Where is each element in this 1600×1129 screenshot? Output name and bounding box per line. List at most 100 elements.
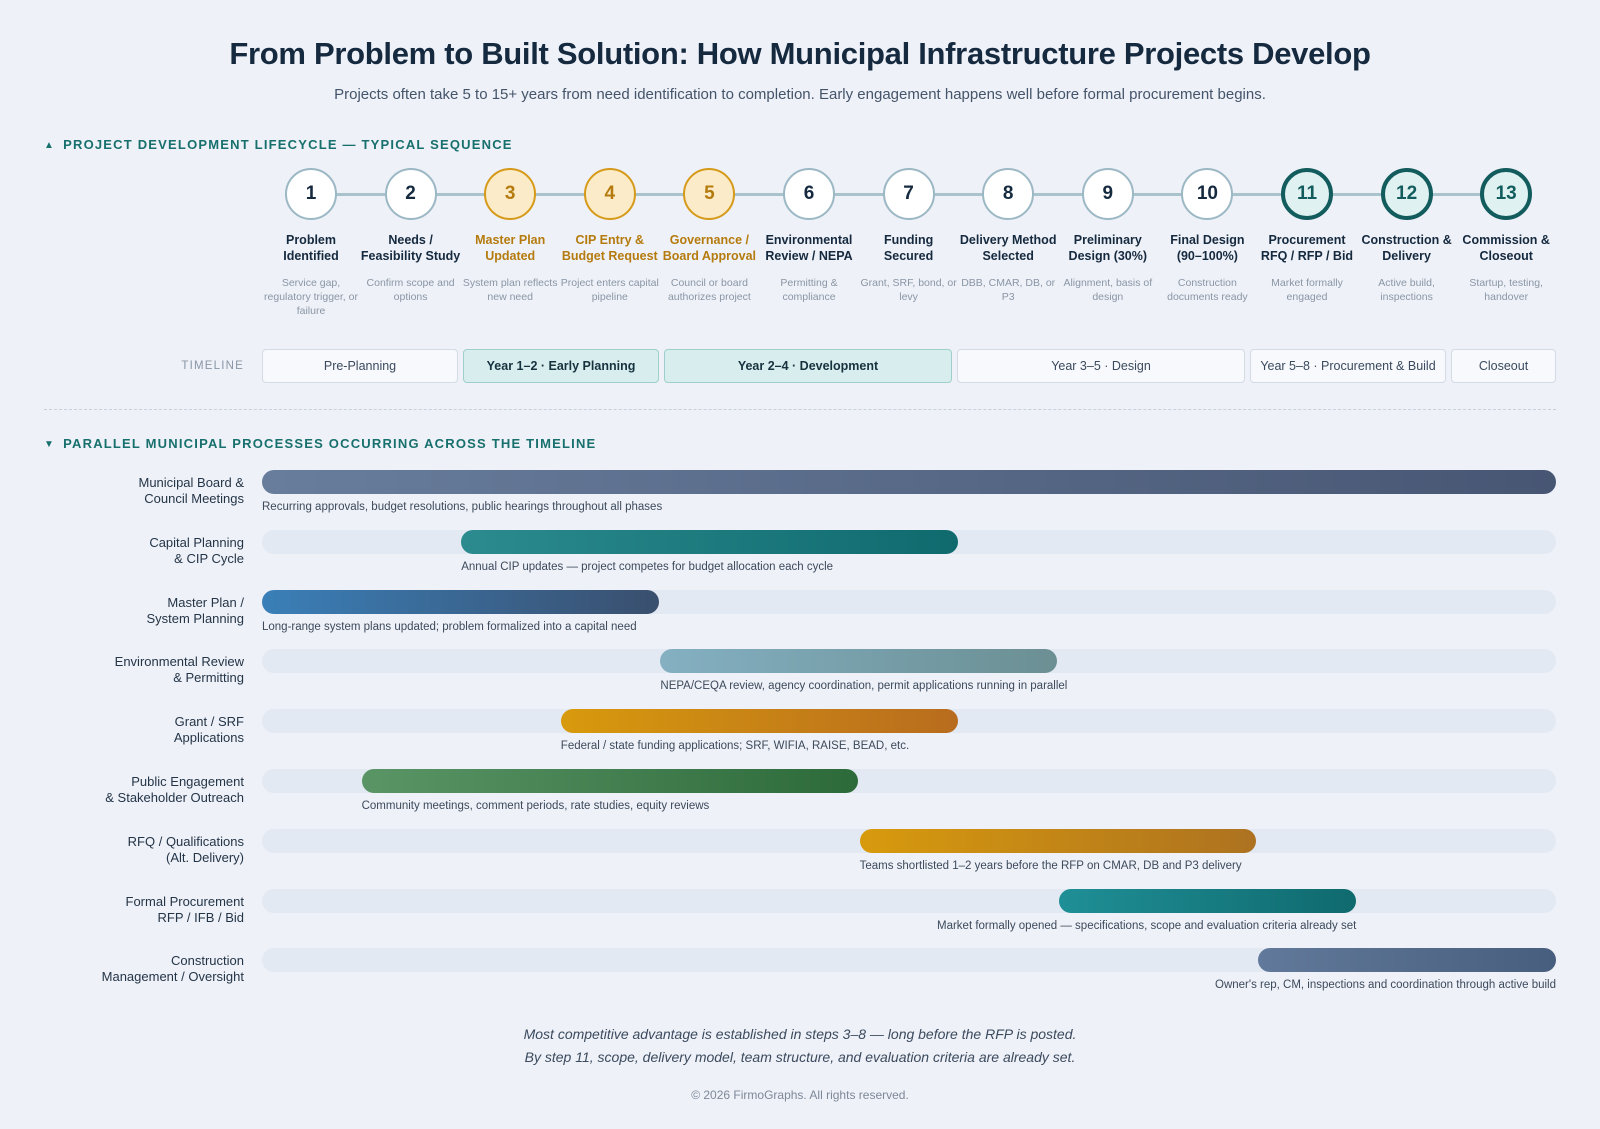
step-11: 11 Procurement RFQ / RFP / Bid Market form… xyxy=(1257,168,1357,304)
process-label-line: Municipal Board & xyxy=(138,475,245,490)
step-description: Project enters capital pipeline xyxy=(560,277,659,303)
step-number-circle: 10 xyxy=(1181,168,1234,220)
copyright: © 2026 FirmoGraphs. All rights reserved. xyxy=(691,1088,909,1102)
triangle-down-icon: ▼ xyxy=(44,439,56,450)
step-title: Funding Secured xyxy=(883,233,934,263)
step-connector xyxy=(1231,193,1283,196)
step-10: 10 Final Design (90–100%) Construction doc… xyxy=(1157,168,1257,304)
step-description: Alignment, basis of design xyxy=(1063,277,1153,303)
process-label: Construction Management / Oversight xyxy=(60,953,244,985)
step-connector xyxy=(833,193,885,196)
timeline-phase: Closeout xyxy=(1451,349,1556,383)
triangle-up-icon: ▲ xyxy=(44,140,56,151)
step-9: 9 Preliminary Design (30%) Alignment, basi… xyxy=(1058,168,1158,304)
footer-note-2: By step 11, scope, delivery model, team … xyxy=(524,1049,1076,1065)
step-connector xyxy=(733,193,785,196)
process-bar xyxy=(361,769,858,793)
step-title: Master Plan Updated xyxy=(475,233,546,263)
process-label-line: Applications xyxy=(173,730,244,746)
step-connector xyxy=(1131,193,1184,196)
step-connector xyxy=(1331,193,1383,196)
step-number-circle: 11 xyxy=(1281,168,1333,220)
timeline-phase: Year 1–2 · Early Planning xyxy=(463,349,659,383)
process-note: Long-range system plans updated; problem… xyxy=(262,620,637,633)
step-number-circle: 9 xyxy=(1081,168,1134,220)
process-label-line: Public Engagement xyxy=(131,774,244,789)
process-bar xyxy=(1058,888,1356,913)
step-number-circle: 5 xyxy=(683,168,736,220)
step-connector xyxy=(633,193,686,196)
step-title: Commission & Closeout xyxy=(1462,233,1550,263)
step-3: 3 Master Plan Updated System plan reflects… xyxy=(460,168,560,304)
process-label: Public Engagement & Stakeholder Outreach xyxy=(60,774,244,806)
step-title: Preliminary Design (30%) xyxy=(1068,233,1148,263)
step-number-circle: 7 xyxy=(882,168,935,220)
step-connector xyxy=(932,193,985,196)
step-description: System plan reflects new need xyxy=(462,277,558,303)
process-label-line: Master Plan / xyxy=(167,594,244,610)
step-description: Market formally engaged xyxy=(1271,277,1343,303)
step-title: Procurement RFQ / RFP / Bid xyxy=(1260,233,1354,263)
step-4: 4 CIP Entry & Budget Request Project enter… xyxy=(560,168,660,304)
timeline-label: TIMELINE xyxy=(181,360,244,372)
step-number-circle: 13 xyxy=(1480,168,1533,220)
lifecycle-heading: ▲ PROJECT DEVELOPMENT LIFECYCLE — TYPICAL… xyxy=(44,137,513,152)
process-label-line: & CIP Cycle xyxy=(174,550,244,566)
step-number-circle: 6 xyxy=(783,168,835,220)
step-title: Delivery Method Selected xyxy=(959,233,1057,263)
process-label-line: Grant / SRF xyxy=(174,714,244,730)
step-title: Needs / Feasibility Study xyxy=(360,233,461,263)
step-number-circle: 4 xyxy=(583,168,636,220)
step-title: Environmental Review / NEPA xyxy=(765,233,853,263)
step-connector xyxy=(1032,193,1084,196)
step-description: Council or board authorizes project xyxy=(667,277,751,303)
step-number-circle: 2 xyxy=(384,168,437,220)
page-subtitle: Projects often take 5 to 15+ years from … xyxy=(334,86,1266,103)
process-note: NEPA/CEQA review, agency coordination, p… xyxy=(660,680,1068,693)
process-label-line: Capital Planning xyxy=(149,534,244,550)
process-note: Owner's rep, CM, inspections and coordin… xyxy=(1215,979,1556,992)
process-label-line: & Permitting xyxy=(173,670,244,686)
process-note: Federal / state funding applications; SR… xyxy=(560,740,910,753)
lifecycle-heading-text: PROJECT DEVELOPMENT LIFECYCLE — TYPICAL … xyxy=(63,137,513,152)
process-note: Community meetings, comment periods, rat… xyxy=(361,800,710,812)
step-description: Permitting & compliance xyxy=(780,277,838,303)
parallel-heading-text: PARALLEL MUNICIPAL PROCESSES OCCURRING A… xyxy=(63,436,597,451)
step-1: 1 Problem Identified Service gap, regulato… xyxy=(261,168,361,318)
process-note: Market formally opened — specifications,… xyxy=(937,919,1357,932)
step-13: 13 Commission & Closeout Startup, testing,… xyxy=(1456,168,1556,304)
step-description: Startup, testing, handover xyxy=(1469,277,1543,303)
parallel-heading: ▼ PARALLEL MUNICIPAL PROCESSES OCCURRING … xyxy=(44,436,596,451)
step-number-circle: 8 xyxy=(982,168,1035,220)
step-description: Active build, inspections xyxy=(1378,277,1435,303)
process-label-line: RFP / IFB / Bid xyxy=(157,909,244,925)
step-connector xyxy=(434,193,487,196)
process-label-line: Construction xyxy=(171,953,244,969)
process-label-line: (Alt. Delivery) xyxy=(165,849,244,865)
process-label-line: System Planning xyxy=(146,610,244,626)
step-title: Governance / Board Approval xyxy=(662,233,757,263)
section-divider xyxy=(44,409,1556,410)
step-title: Construction & Delivery xyxy=(1361,233,1452,263)
process-label: Master Plan / System Planning xyxy=(60,595,244,627)
step-number-circle: 12 xyxy=(1380,168,1433,220)
process-bar xyxy=(1258,948,1556,973)
process-bar xyxy=(262,470,1556,494)
step-number-circle: 1 xyxy=(285,168,337,220)
timeline-phase: Year 5–8 · Procurement & Build xyxy=(1250,349,1446,383)
step-description: Service gap, regulatory trigger, or fail… xyxy=(264,277,358,317)
step-connector xyxy=(534,193,586,196)
step-description: Confirm scope and options xyxy=(366,277,455,303)
step-description: Construction documents ready xyxy=(1167,277,1248,303)
step-connector xyxy=(335,193,387,196)
process-bar xyxy=(262,589,659,614)
step-5: 5 Governance / Board Approval Council or b… xyxy=(659,168,759,304)
process-label: Grant / SRF Applications xyxy=(60,714,244,746)
process-label-line: RFQ / Qualifications xyxy=(127,833,244,849)
step-description: DBB, CMAR, DB, or P3 xyxy=(961,277,1056,303)
timeline-phase: Pre-Planning xyxy=(262,349,458,383)
process-label-line: & Stakeholder Outreach xyxy=(105,790,244,805)
process-label-line: Formal Procurement xyxy=(125,893,244,909)
process-note: Recurring approvals, budget resolutions,… xyxy=(262,501,663,513)
process-label: Formal Procurement RFP / IFB / Bid xyxy=(60,894,244,926)
